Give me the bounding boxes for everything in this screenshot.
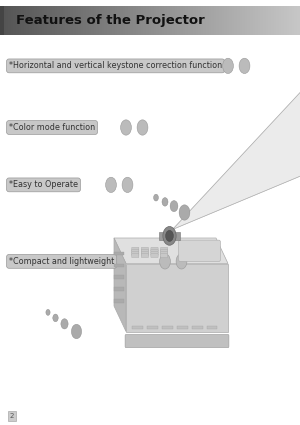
- Bar: [114, 264, 124, 267]
- Text: Features of the Projector: Features of the Projector: [16, 14, 205, 27]
- Polygon shape: [126, 264, 228, 332]
- Bar: [147, 326, 158, 329]
- FancyBboxPatch shape: [0, 6, 4, 35]
- Text: *Easy to Operate: *Easy to Operate: [9, 180, 78, 190]
- Bar: [192, 326, 202, 329]
- FancyBboxPatch shape: [125, 334, 229, 348]
- Circle shape: [223, 58, 233, 74]
- Circle shape: [176, 254, 187, 269]
- Circle shape: [154, 194, 158, 201]
- Polygon shape: [114, 238, 228, 264]
- Circle shape: [166, 230, 173, 241]
- Circle shape: [137, 120, 148, 135]
- FancyBboxPatch shape: [141, 254, 148, 258]
- FancyBboxPatch shape: [160, 252, 168, 255]
- Circle shape: [106, 177, 116, 193]
- FancyBboxPatch shape: [178, 240, 220, 261]
- Bar: [114, 252, 124, 255]
- FancyBboxPatch shape: [132, 252, 139, 255]
- Circle shape: [170, 201, 178, 212]
- Circle shape: [71, 324, 82, 339]
- Polygon shape: [159, 232, 180, 240]
- FancyBboxPatch shape: [151, 249, 158, 253]
- FancyBboxPatch shape: [132, 247, 139, 251]
- FancyBboxPatch shape: [151, 254, 158, 258]
- FancyBboxPatch shape: [151, 247, 158, 251]
- FancyBboxPatch shape: [132, 254, 139, 258]
- FancyBboxPatch shape: [160, 254, 168, 258]
- Bar: [177, 326, 188, 329]
- Circle shape: [61, 319, 68, 329]
- FancyBboxPatch shape: [141, 249, 148, 253]
- Circle shape: [179, 205, 190, 220]
- Text: 2: 2: [10, 413, 14, 419]
- Circle shape: [163, 227, 176, 245]
- Text: *Horizontal and vertical keystone correction function: *Horizontal and vertical keystone correc…: [9, 61, 222, 71]
- Bar: [114, 287, 124, 291]
- FancyBboxPatch shape: [160, 249, 168, 253]
- Bar: [207, 326, 217, 329]
- Circle shape: [53, 314, 58, 322]
- Circle shape: [121, 120, 131, 135]
- Polygon shape: [172, 76, 300, 230]
- Circle shape: [46, 309, 50, 315]
- FancyBboxPatch shape: [141, 252, 148, 255]
- Circle shape: [239, 58, 250, 74]
- FancyBboxPatch shape: [141, 247, 148, 251]
- Polygon shape: [114, 238, 126, 332]
- FancyBboxPatch shape: [132, 249, 139, 253]
- Circle shape: [160, 254, 170, 269]
- Text: *Color mode function: *Color mode function: [9, 123, 95, 132]
- Bar: [114, 299, 124, 303]
- Bar: [132, 326, 142, 329]
- FancyBboxPatch shape: [160, 247, 168, 251]
- Circle shape: [162, 198, 168, 206]
- FancyBboxPatch shape: [151, 252, 158, 255]
- Bar: [114, 275, 124, 279]
- Text: *Compact and lightweight: *Compact and lightweight: [9, 257, 114, 266]
- Circle shape: [122, 177, 133, 193]
- Bar: [162, 326, 172, 329]
